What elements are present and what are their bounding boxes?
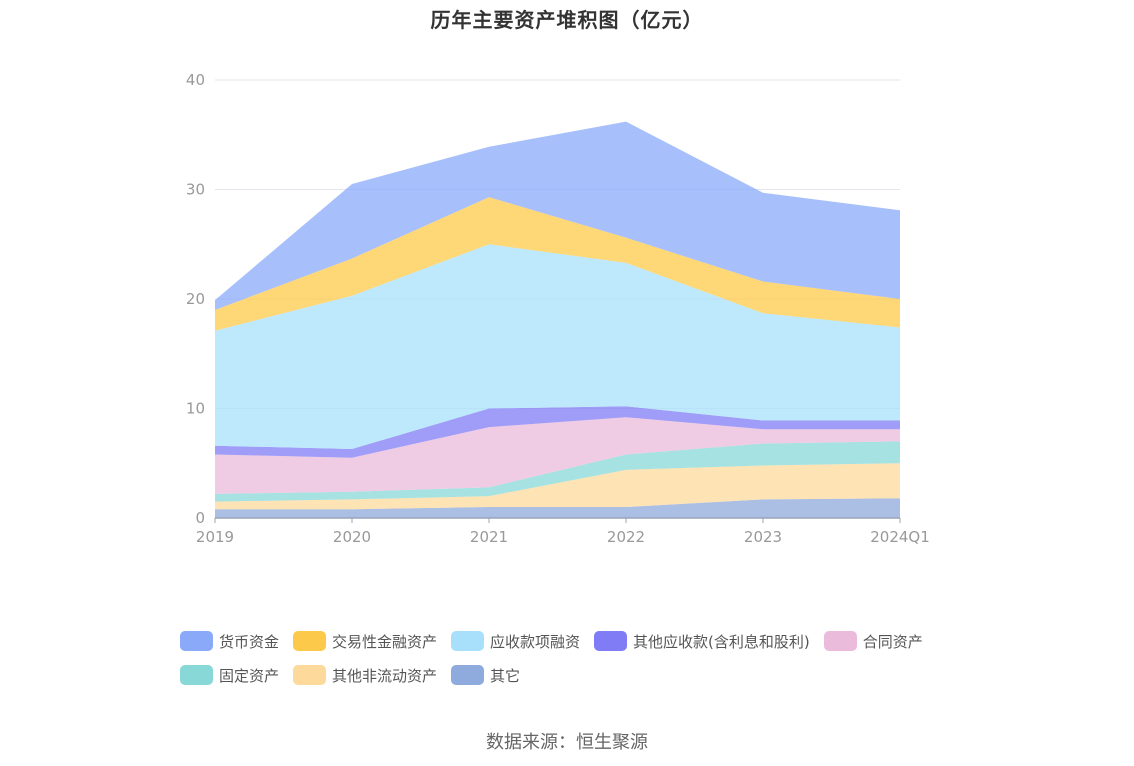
x-tick-label: 2019: [196, 528, 234, 546]
legend-label: 合同资产: [862, 632, 923, 651]
legend-label: 固定资产: [219, 666, 280, 685]
legend-swatch: [823, 631, 857, 651]
legend-label: 交易性金融资产: [332, 632, 438, 651]
legend-label: 货币资金: [219, 632, 280, 651]
axes: 0 10 20 30 40 2019 2020 2021 2022 2023 2024Q1: [186, 71, 930, 546]
legend-label: 其他非流动资产: [332, 666, 438, 685]
area-series-1[interactable]: [215, 463, 900, 510]
area-series-4[interactable]: [215, 406, 900, 458]
y-tick-label: 40: [186, 71, 205, 89]
legend-swatch: [451, 631, 485, 651]
chart-legend: 货币资金 交易性金融资产 应收款项融资 其他应收款(含利息和股利) 合同资产固定资产 其他…: [180, 630, 980, 686]
area-series-2[interactable]: [215, 441, 900, 502]
legend-swatch: [293, 665, 327, 685]
data-source: 数据来源：恒生聚源: [486, 732, 648, 753]
legend-item[interactable]: 其他应收款(含利息和股利): [594, 630, 810, 652]
area-series-group: [215, 121, 900, 518]
x-tick-label: 2022: [607, 528, 645, 546]
y-tick-label: 30: [186, 181, 205, 199]
stacked-area-chart: 0 10 20 30 40 2019 2020 2021 2022 2023 2024Q1: [186, 71, 930, 546]
x-tick-label: 2020: [333, 528, 371, 546]
legend-item[interactable]: 其他非流动资产: [293, 664, 437, 686]
legend-item[interactable]: 固定资产: [180, 664, 279, 686]
legend-item[interactable]: 其它: [451, 664, 520, 686]
area-series-7[interactable]: [215, 121, 900, 310]
chart-title: 历年主要资产堆积图（亿元）: [430, 8, 704, 32]
x-tick-label: 2024Q1: [870, 528, 930, 546]
y-tick-label: 20: [186, 290, 205, 308]
legend-swatch: [594, 631, 628, 651]
x-tick-label: 2021: [470, 528, 508, 546]
area-series-3[interactable]: [215, 417, 900, 494]
legend-swatch: [293, 631, 327, 651]
legend-item[interactable]: 交易性金融资产: [293, 630, 437, 652]
area-series-5[interactable]: [215, 244, 900, 450]
legend-item[interactable]: 合同资产: [823, 630, 923, 652]
area-series-0[interactable]: [215, 498, 900, 518]
y-tick-label: 10: [186, 400, 205, 418]
legend-item[interactable]: 应收款项融资: [451, 630, 580, 652]
area-series-6[interactable]: [215, 197, 900, 331]
legend-swatch: [180, 665, 213, 685]
legend-swatch: [451, 665, 485, 685]
legend-item[interactable]: 货币资金: [180, 630, 279, 652]
legend-label: 其它: [490, 666, 521, 685]
x-tick-label: 2023: [744, 528, 782, 546]
legend-label: 其他应收款(含利息和股利): [633, 632, 810, 651]
y-tick-label: 0: [195, 509, 205, 527]
legend-swatch: [180, 631, 213, 651]
legend-label: 应收款项融资: [490, 632, 581, 651]
